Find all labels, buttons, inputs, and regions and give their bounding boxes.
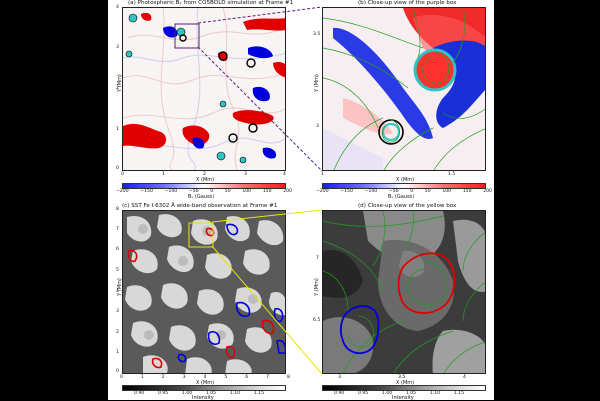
tick: 4 bbox=[203, 375, 207, 380]
tick: 7 bbox=[316, 256, 319, 261]
tick: −200 bbox=[116, 189, 129, 194]
tick: −150 bbox=[340, 189, 353, 194]
panel-d-title: (d) Close-up view of the yellow box bbox=[358, 203, 457, 209]
panel-b-xlabel: X (Mm) bbox=[396, 177, 415, 183]
tick: 2 bbox=[161, 375, 165, 380]
tick: 1 bbox=[321, 172, 324, 177]
tick: 0 bbox=[120, 375, 123, 380]
tick: 6 bbox=[116, 247, 119, 252]
tick: 0 bbox=[116, 369, 119, 374]
panel-d-colorbar bbox=[322, 385, 486, 391]
tick: 2 bbox=[203, 172, 206, 177]
tick: 0.95 bbox=[157, 391, 169, 396]
tick: 2 bbox=[116, 86, 119, 91]
tick: 200 bbox=[283, 189, 292, 194]
panel-a-image bbox=[122, 7, 286, 171]
panel-b-cbar-ticks: −200 −150 −100 −50 0 50 100 150 200 bbox=[316, 189, 492, 194]
tick: 1 bbox=[162, 172, 165, 177]
tick: 1.10 bbox=[429, 391, 441, 396]
tick: 4 bbox=[116, 5, 119, 10]
zoom-connectors bbox=[197, 6, 323, 375]
tick: 6 bbox=[245, 375, 249, 380]
tick: 1.00 bbox=[381, 391, 393, 396]
tick: 1.10 bbox=[229, 391, 241, 396]
panel-b-title: (b) Close-up view of the purple box bbox=[358, 0, 457, 6]
tick: 3 bbox=[116, 45, 119, 50]
tick: 8 bbox=[116, 207, 119, 212]
panel-c-cbar-label: Intensity bbox=[192, 395, 214, 401]
panel-a-colorbar bbox=[122, 183, 286, 189]
tick: 4 bbox=[116, 289, 119, 294]
tick: −200 bbox=[316, 189, 329, 194]
tick: 0 bbox=[116, 166, 119, 171]
panel-b-image bbox=[322, 7, 486, 171]
tick: 3 bbox=[116, 309, 119, 314]
panel-b-colorbar bbox=[322, 183, 486, 189]
tick: 100 bbox=[242, 189, 252, 194]
panel-c-xticks: 0 1 2 3 4 5 6 7 8 bbox=[120, 375, 290, 380]
tick: 3.5 bbox=[313, 32, 321, 37]
tick: 1.05 bbox=[405, 391, 417, 396]
panel-a-cbar-ticks: −200 −150 −100 −50 0 50 100 150 200 bbox=[116, 189, 292, 194]
tick: 4 bbox=[283, 172, 286, 177]
tick: 1 bbox=[116, 127, 119, 132]
panel-c-title: (c) SST Fe I 6302 Å wide-band observatio… bbox=[122, 203, 278, 209]
tick: −50 bbox=[388, 189, 399, 194]
tick: 0 bbox=[210, 189, 214, 194]
tick: 4 bbox=[463, 375, 466, 380]
tick: 8 bbox=[287, 375, 290, 380]
tick: 0 bbox=[121, 172, 124, 177]
panel-b-cbar-label: Bᵧ (Gauss) bbox=[388, 194, 415, 200]
tick: 0.90 bbox=[134, 391, 145, 396]
tick: 150 bbox=[262, 189, 272, 194]
tick: 0.95 bbox=[357, 391, 369, 396]
panel-c-xlabel: X (Mm) bbox=[196, 380, 215, 386]
tick: 1.15 bbox=[453, 391, 464, 396]
tick: 50 bbox=[424, 189, 431, 194]
panel-c-image bbox=[122, 210, 286, 374]
tick: 100 bbox=[442, 189, 452, 194]
tick: 150 bbox=[462, 189, 472, 194]
tick: 1.00 bbox=[181, 391, 193, 396]
tick: 1.15 bbox=[253, 391, 264, 396]
panel-c-cbar-ticks: 0.90 0.95 1.00 1.05 1.10 1.15 bbox=[134, 391, 264, 396]
panel-d-image bbox=[322, 210, 486, 374]
panel-c-colorbar bbox=[122, 385, 286, 391]
panel-a-xlabel: X (Mm) bbox=[196, 177, 215, 183]
tick: 1.05 bbox=[205, 391, 217, 396]
tick: 50 bbox=[224, 189, 231, 194]
tick: 0.90 bbox=[334, 391, 345, 396]
tick: −150 bbox=[140, 189, 153, 194]
tick: 3 bbox=[316, 124, 319, 129]
panel-d-cbar-label: Intensity bbox=[392, 395, 414, 401]
tick: 200 bbox=[483, 189, 492, 194]
tick: 2 bbox=[116, 330, 119, 335]
panel-a-title: (a) Photospheric Bᵧ from CO5BOLD simulat… bbox=[128, 0, 294, 6]
tick: 3.5 bbox=[398, 375, 406, 380]
tick: 1 bbox=[116, 350, 119, 355]
tick: −100 bbox=[164, 189, 178, 194]
panel-d-cbar-ticks: 0.90 0.95 1.00 1.05 1.10 1.15 bbox=[334, 391, 464, 396]
panel-d-xlabel: X (Mm) bbox=[396, 380, 415, 386]
tick: 3 bbox=[338, 375, 341, 380]
tick: 3 bbox=[182, 375, 186, 380]
tick: 7 bbox=[266, 375, 270, 380]
tick: −50 bbox=[188, 189, 199, 194]
tick: −100 bbox=[364, 189, 378, 194]
tick: 6.5 bbox=[313, 318, 321, 323]
tick: 1 bbox=[140, 375, 144, 380]
tick: 5 bbox=[224, 375, 228, 380]
tick: 3 bbox=[244, 172, 247, 177]
tick: 1.5 bbox=[448, 172, 456, 177]
figure: (a) Photospheric Bᵧ from CO5BOLD simulat… bbox=[108, 0, 494, 401]
tick: 5 bbox=[116, 268, 119, 273]
panel-a-cbar-label: Bᵧ (Gauss) bbox=[188, 194, 215, 200]
tick: 7 bbox=[116, 227, 119, 232]
tick: 0 bbox=[410, 189, 414, 194]
